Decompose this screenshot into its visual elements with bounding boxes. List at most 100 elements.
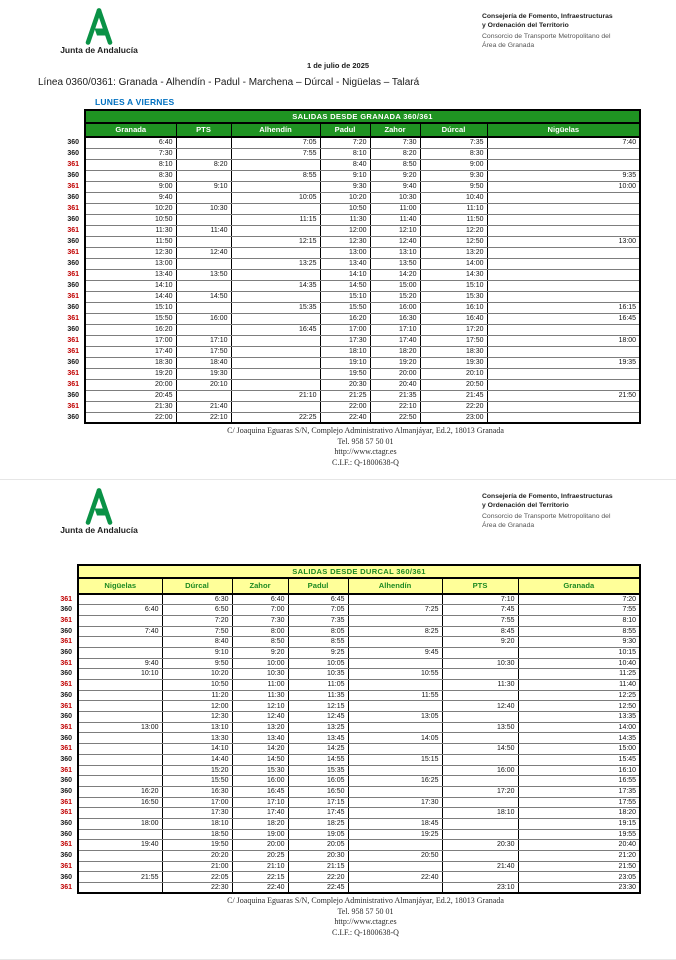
column-header-alhendin: Alhendín	[347, 577, 443, 595]
time-cell: 13:10	[161, 722, 233, 734]
time-cell: 10:15	[517, 647, 642, 659]
time-cell: 14:00	[419, 258, 488, 270]
time-cell: 11:00	[231, 679, 289, 691]
timetable-row: 361 15:50 16:00 16:20 16:30 16:40 16:45	[63, 313, 642, 325]
line-number-360: 360	[63, 302, 85, 313]
time-cell: 14:20	[231, 743, 289, 755]
time-cell: 23:10	[441, 882, 519, 895]
time-cell: 8:00	[231, 626, 289, 638]
time-cell: 9:20	[441, 636, 519, 648]
time-cell: 12:15	[230, 236, 321, 248]
timetable-row: 361 6:30 6:40 6:45 7:10 7:20	[56, 594, 642, 606]
time-cell: 16:00	[231, 775, 289, 787]
time-cell: 17:20	[441, 786, 519, 798]
timetable-row: 361 9:40 9:50 10:00 10:05 10:30 10:40	[56, 658, 642, 670]
timetable-row: 360 22:00 22:10 22:25 22:40 22:50 23:00	[63, 412, 642, 424]
time-cell: 18:10	[441, 807, 519, 819]
time-cell: 21:40	[441, 861, 519, 873]
time-cell: 15:30	[231, 765, 289, 777]
junta-andalucia-logo	[85, 8, 113, 45]
footer-phone: Tel. 958 57 50 01	[337, 436, 394, 446]
time-cell: 13:00	[486, 236, 642, 248]
line-number-360: 360	[63, 412, 85, 423]
line-number-361: 361	[63, 346, 85, 357]
time-cell: 11:20	[161, 690, 233, 702]
time-cell: 9:40	[84, 192, 177, 204]
line-number-360: 360	[56, 754, 78, 765]
time-cell: 20:10	[175, 379, 232, 391]
service-days-label: LUNES A VIERNES	[95, 97, 175, 107]
line-number-360: 360	[56, 604, 78, 616]
time-cell: 11:40	[369, 214, 421, 226]
time-cell: 20:00	[369, 368, 421, 380]
line-number-361: 361	[56, 636, 78, 648]
column-header-alhendin: Alhendín	[230, 122, 321, 138]
timetable-row: 360 6:40 7:05 7:20 7:30 7:35 7:40	[63, 137, 642, 149]
time-cell: 16:45	[231, 786, 289, 798]
time-cell: 10:00	[231, 658, 289, 670]
time-cell: 9:50	[161, 658, 233, 670]
time-cell: 6:40	[77, 604, 163, 616]
line-number-361: 361	[56, 722, 78, 733]
time-cell: 17:45	[287, 807, 349, 819]
line-number-360: 360	[56, 850, 78, 862]
page-durcal: Junta de Andalucía Consejería de Fomento…	[0, 480, 676, 960]
footer-web: http://www.ctagr.es	[334, 917, 397, 927]
time-cell: 7:40	[486, 137, 642, 149]
time-cell: 7:20	[161, 615, 233, 627]
line-number-360: 360	[63, 390, 85, 401]
time-cell: 19:35	[486, 357, 642, 369]
time-cell: 17:55	[517, 797, 642, 809]
time-cell: 11:55	[347, 690, 443, 702]
line-number-361: 361	[56, 594, 78, 605]
consorcio-line-1: Consorcio de Transporte Metropolitano de…	[482, 513, 611, 521]
time-cell: 19:10	[319, 357, 371, 369]
time-cell	[175, 280, 232, 292]
consorcio-line-1: Consorcio de Transporte Metropolitano de…	[482, 33, 611, 41]
time-cell: 11:30	[231, 690, 289, 702]
time-cell	[230, 401, 321, 413]
line-number-360: 360	[63, 236, 85, 247]
timetable-row: 361 16:50 17:00 17:10 17:15 17:30 17:55	[56, 797, 642, 809]
time-cell: 19:15	[517, 818, 642, 830]
time-cell: 10:50	[84, 214, 177, 226]
time-cell: 18:00	[486, 335, 642, 347]
time-cell: 22:10	[369, 401, 421, 413]
time-cell: 20:30	[441, 839, 519, 851]
time-cell: 16:30	[161, 786, 233, 798]
table-title: SALIDAS DESDE GRANADA 360/361	[83, 109, 642, 124]
time-cell	[486, 379, 642, 391]
time-cell: 12:30	[161, 711, 233, 723]
time-cell: 6:50	[161, 604, 233, 616]
time-cell: 18:20	[517, 807, 642, 819]
timetable-row: 361 10:50 11:00 11:05 11:30 11:40	[56, 679, 642, 691]
time-cell: 18:40	[175, 357, 232, 369]
time-cell	[230, 291, 321, 303]
line-title: Línea 0360/0361: Granada - Alhendín - Pa…	[38, 77, 420, 88]
time-cell: 12:00	[319, 225, 371, 237]
time-cell: 16:55	[517, 775, 642, 787]
time-cell: 14:35	[230, 280, 321, 292]
time-cell: 15:00	[517, 743, 642, 755]
timetable-row: 360 15:10 15:35 15:50 16:00 16:10 16:15	[63, 302, 642, 314]
time-cell: 20:40	[517, 839, 642, 851]
time-cell: 7:55	[441, 615, 519, 627]
time-cell: 17:10	[369, 324, 421, 336]
time-cell: 13:40	[84, 269, 177, 281]
line-number-360: 360	[56, 871, 78, 883]
time-cell: 8:40	[319, 159, 371, 171]
column-header-padul: Padul	[319, 122, 371, 138]
time-cell: 18:20	[231, 818, 289, 830]
department-block: Consejería de Fomento, Infraestructuras …	[482, 13, 662, 50]
time-cell: 22:40	[231, 882, 289, 895]
line-number-column-spacer	[56, 565, 78, 578]
time-cell: 13:40	[231, 732, 289, 745]
timetable-row: 360 9:40 10:05 10:20 10:30 10:40	[63, 192, 642, 204]
time-cell	[486, 192, 642, 204]
time-cell	[175, 236, 232, 248]
line-number-360: 360	[56, 786, 78, 798]
time-cell: 9:45	[347, 647, 443, 659]
time-cell	[230, 159, 321, 171]
time-cell	[347, 882, 443, 895]
time-cell: 11:30	[84, 225, 177, 237]
